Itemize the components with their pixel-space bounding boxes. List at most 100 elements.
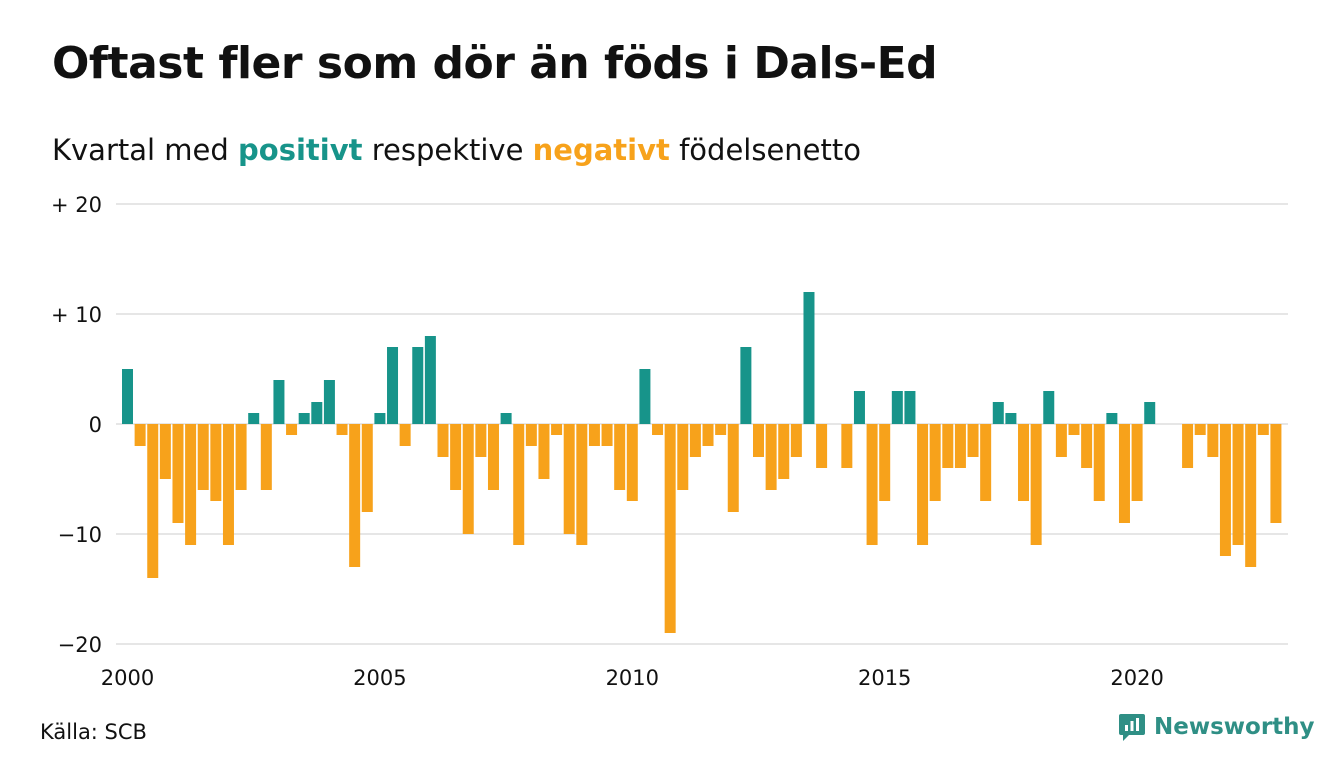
y-tick-label: 0 bbox=[89, 413, 102, 437]
bar-2004-q2 bbox=[336, 424, 348, 435]
bar-2003-q2 bbox=[286, 424, 298, 435]
bar-2015-q1 bbox=[879, 424, 891, 501]
bar-2011-q4 bbox=[715, 424, 727, 435]
bar-2001-q2 bbox=[185, 424, 197, 545]
bar-2010-q2 bbox=[639, 369, 651, 424]
chart-title: Oftast fler som dör än föds i Dals-Ed bbox=[52, 38, 938, 89]
bar-2018-q4 bbox=[1068, 424, 1080, 435]
bar-2009-q1 bbox=[576, 424, 588, 545]
x-tick-label: 2010 bbox=[606, 666, 659, 690]
bar-2016-q2 bbox=[942, 424, 954, 468]
bar-2002-q4 bbox=[260, 424, 272, 490]
bar-2018-q1 bbox=[1030, 424, 1042, 545]
bar-2018-q3 bbox=[1055, 424, 1067, 457]
y-tick-label: −10 bbox=[58, 523, 102, 547]
bar-2005-q1 bbox=[374, 413, 386, 424]
bar-2021-q1 bbox=[1182, 424, 1194, 468]
bar-2021-q2 bbox=[1194, 424, 1206, 435]
bar-2012-q3 bbox=[753, 424, 764, 457]
subtitle-prefix: Kvartal med bbox=[52, 133, 229, 167]
bar-2007-q2 bbox=[487, 424, 499, 490]
bar-2000-q3 bbox=[147, 424, 159, 578]
bar-2020-q2 bbox=[1144, 402, 1156, 424]
bar-2018-q2 bbox=[1043, 391, 1055, 424]
bar-2009-q2 bbox=[588, 424, 600, 446]
bar-2022-q2 bbox=[1245, 424, 1257, 567]
bar-2008-q1 bbox=[525, 424, 537, 446]
bar-2005-q4 bbox=[412, 347, 424, 424]
brand-name: Newsworthy bbox=[1154, 714, 1315, 740]
x-tick-label: 2000 bbox=[101, 666, 154, 690]
newsworthy-logo-icon bbox=[1119, 714, 1145, 741]
bar-2002-q3 bbox=[248, 413, 260, 424]
bar-2004-q3 bbox=[349, 424, 361, 567]
bar-2007-q3 bbox=[500, 413, 512, 424]
bar-2006-q4 bbox=[462, 424, 474, 534]
bar-2007-q4 bbox=[513, 424, 525, 545]
bar-2013-q3 bbox=[803, 292, 815, 424]
bar-2012-q2 bbox=[740, 347, 752, 424]
x-tick-label: 2020 bbox=[1110, 666, 1163, 690]
bar-2000-q2 bbox=[134, 424, 146, 446]
bar-2001-q1 bbox=[172, 424, 184, 523]
source-label: Källa: SCB bbox=[40, 720, 147, 744]
bar-2020-q1 bbox=[1131, 424, 1143, 501]
bar-chart: + 20 + 10 0 −10 −20 2000 2005 2010 2015 2020 bbox=[51, 193, 1288, 690]
y-tick-label: + 10 bbox=[51, 303, 102, 327]
bar-2003-q1 bbox=[273, 380, 285, 424]
bar-2019-q1 bbox=[1081, 424, 1093, 468]
bar-2014-q3 bbox=[853, 391, 865, 424]
bar-2017-q1 bbox=[980, 424, 992, 501]
bar-2010-q1 bbox=[626, 424, 638, 501]
bar-2010-q3 bbox=[652, 424, 664, 435]
subtitle-negative-word: negativt bbox=[532, 133, 670, 167]
bar-2007-q1 bbox=[475, 424, 487, 457]
bar-2002-q1 bbox=[222, 424, 234, 545]
bar-2006-q2 bbox=[437, 424, 449, 457]
bar-2022-q3 bbox=[1257, 424, 1269, 435]
x-tick-label: 2015 bbox=[858, 666, 911, 690]
bar-2022-q4 bbox=[1270, 424, 1282, 523]
bar-2011-q3 bbox=[702, 424, 714, 446]
bar-2008-q2 bbox=[538, 424, 550, 479]
bar-2006-q3 bbox=[450, 424, 462, 490]
bar-2015-q4 bbox=[917, 424, 929, 545]
bar-2005-q2 bbox=[387, 347, 399, 424]
bar-2004-q4 bbox=[361, 424, 373, 512]
bar-2019-q3 bbox=[1106, 413, 1118, 424]
bar-2013-q1 bbox=[778, 424, 790, 479]
subtitle-middle: respektive bbox=[371, 133, 524, 167]
bar-2014-q2 bbox=[841, 424, 853, 468]
bar-2016-q4 bbox=[967, 424, 979, 457]
brand-logo: Newsworthy bbox=[1118, 712, 1315, 742]
bar-2000-q4 bbox=[159, 424, 171, 479]
bar-2019-q4 bbox=[1118, 424, 1130, 523]
bar-2012-q1 bbox=[727, 424, 739, 512]
bar-2004-q1 bbox=[323, 380, 335, 424]
bar-2002-q2 bbox=[235, 424, 247, 490]
bar-2011-q2 bbox=[689, 424, 701, 457]
bar-2010-q4 bbox=[664, 424, 676, 633]
bar-2009-q3 bbox=[601, 424, 613, 446]
bar-2001-q3 bbox=[197, 424, 209, 490]
bar-2013-q2 bbox=[790, 424, 802, 457]
bar-2021-q4 bbox=[1219, 424, 1231, 556]
bar-2005-q3 bbox=[399, 424, 411, 446]
x-tick-label: 2005 bbox=[353, 666, 406, 690]
bar-2017-q2 bbox=[992, 402, 1004, 424]
bar-2003-q4 bbox=[311, 402, 323, 424]
bar-2006-q1 bbox=[424, 336, 436, 424]
bar-2015-q2 bbox=[891, 391, 903, 424]
y-tick-label: −20 bbox=[58, 633, 102, 657]
bar-2012-q4 bbox=[765, 424, 777, 490]
bar-2003-q3 bbox=[298, 413, 310, 424]
bar-2017-q4 bbox=[1018, 424, 1030, 501]
bar-2000-q1 bbox=[122, 369, 133, 424]
bar-2008-q3 bbox=[551, 424, 563, 435]
bar-2022-q1 bbox=[1232, 424, 1244, 545]
bar-2016-q1 bbox=[929, 424, 941, 501]
subtitle-positive-word: positivt bbox=[238, 133, 363, 167]
bar-2013-q4 bbox=[816, 424, 828, 468]
bar-2021-q3 bbox=[1207, 424, 1219, 457]
bar-2009-q4 bbox=[614, 424, 626, 490]
